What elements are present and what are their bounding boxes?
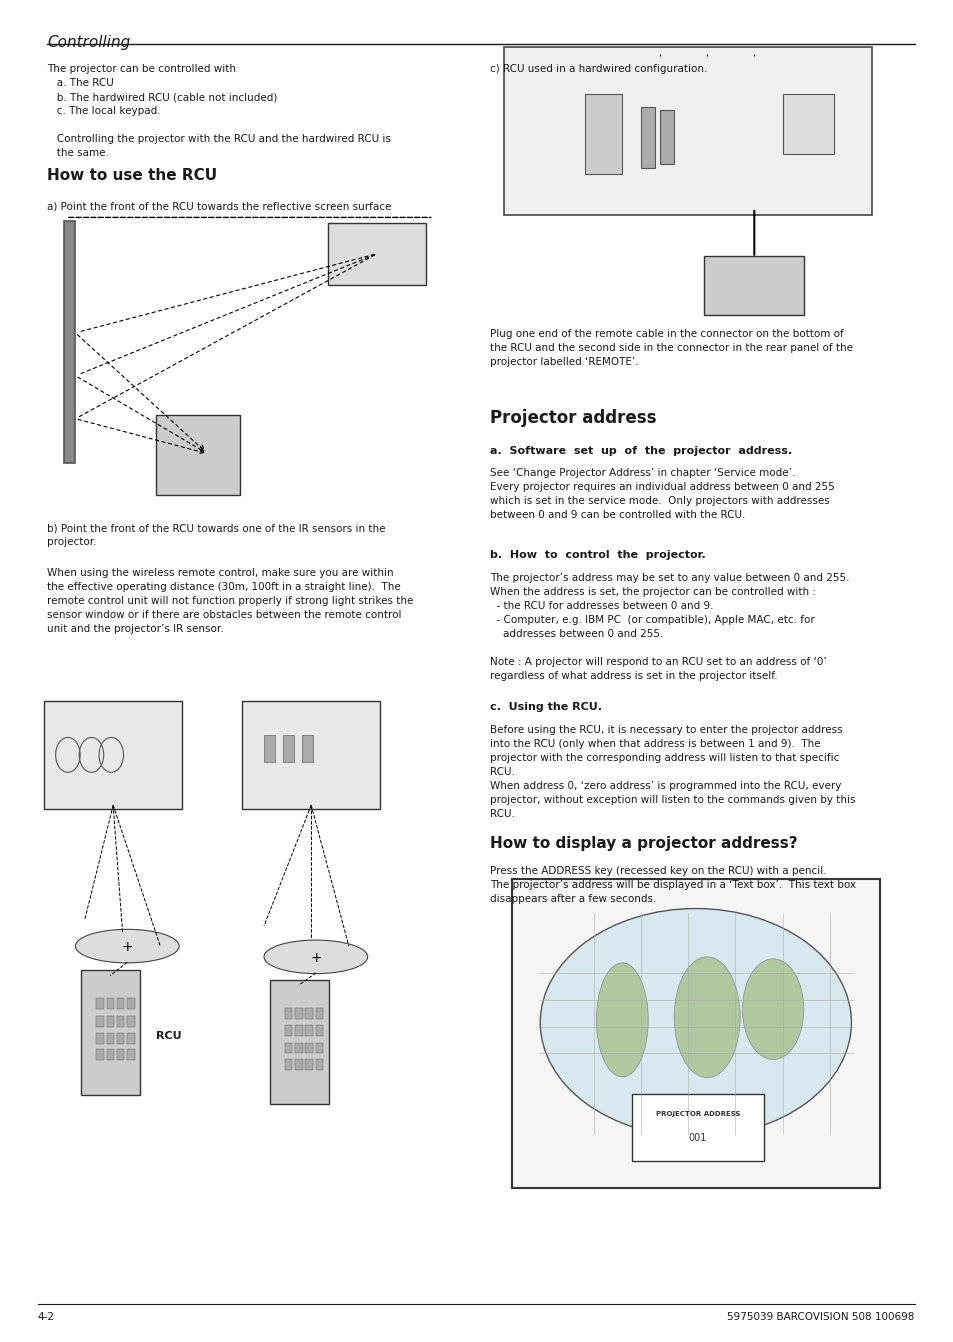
Bar <box>96 1016 104 1027</box>
Bar <box>315 1025 323 1036</box>
Bar <box>127 1033 134 1044</box>
Bar <box>315 1059 323 1070</box>
Bar <box>107 1049 114 1060</box>
Bar <box>284 1059 292 1070</box>
Text: Projector address: Projector address <box>490 409 656 427</box>
Bar <box>284 1008 292 1019</box>
Ellipse shape <box>75 929 179 964</box>
Bar <box>305 1025 313 1036</box>
Bar <box>659 110 674 164</box>
Bar <box>294 1059 302 1070</box>
Bar <box>96 1049 104 1060</box>
Ellipse shape <box>264 939 367 974</box>
Text: c) RCU used in a hardwired configuration.: c) RCU used in a hardwired configuration… <box>490 64 707 74</box>
Bar <box>294 1008 302 1019</box>
Bar <box>283 735 294 762</box>
Bar <box>315 1043 323 1053</box>
Bar <box>107 1016 114 1027</box>
FancyBboxPatch shape <box>44 701 182 809</box>
Text: Controlling: Controlling <box>47 35 131 50</box>
Bar <box>117 1016 124 1027</box>
Ellipse shape <box>596 964 647 1076</box>
FancyBboxPatch shape <box>703 256 803 315</box>
Text: When using the wireless remote control, make sure you are within
the effective o: When using the wireless remote control, … <box>47 568 413 633</box>
FancyBboxPatch shape <box>242 701 379 809</box>
Bar <box>584 94 621 174</box>
Text: PROJECTOR ADDRESS: PROJECTOR ADDRESS <box>655 1111 740 1117</box>
Text: a) Point the front of the RCU towards the reflective screen surface: a) Point the front of the RCU towards th… <box>47 201 391 211</box>
Bar <box>631 1094 763 1161</box>
Bar <box>301 735 313 762</box>
Text: 001: 001 <box>688 1133 706 1143</box>
Bar <box>117 998 124 1009</box>
Bar <box>305 1008 313 1019</box>
Text: How to use the RCU: How to use the RCU <box>47 168 217 183</box>
Bar <box>305 1043 313 1053</box>
Bar <box>305 1059 313 1070</box>
Bar <box>127 1049 134 1060</box>
Text: How to display a projector address?: How to display a projector address? <box>490 836 797 851</box>
FancyBboxPatch shape <box>512 879 879 1188</box>
Bar <box>117 1049 124 1060</box>
Text: +: + <box>121 941 133 954</box>
Bar <box>107 1033 114 1044</box>
Bar <box>47 208 434 503</box>
Bar <box>640 107 655 168</box>
Ellipse shape <box>741 958 803 1060</box>
Text: b) Point the front of the RCU towards one of the IR sensors in the
projector.: b) Point the front of the RCU towards on… <box>47 523 385 548</box>
Text: a.  Software  set  up  of  the  projector  address.: a. Software set up of the projector addr… <box>490 446 792 455</box>
Bar <box>64 221 75 463</box>
Text: RCU: RCU <box>155 1031 181 1041</box>
Text: 4-2: 4-2 <box>38 1312 54 1322</box>
FancyBboxPatch shape <box>328 223 426 285</box>
Bar <box>264 735 275 762</box>
Bar <box>284 1043 292 1053</box>
Bar <box>127 1016 134 1027</box>
Text: 5975039 BARCOVISION 508 100698: 5975039 BARCOVISION 508 100698 <box>726 1312 914 1322</box>
Bar <box>127 998 134 1009</box>
Text: Press the ADDRESS key (recessed key on the RCU) with a pencil.
The projector’s a: Press the ADDRESS key (recessed key on t… <box>490 866 856 903</box>
Text: The projector can be controlled with
   a. The RCU
   b. The hardwired RCU (cabl: The projector can be controlled with a. … <box>47 64 391 158</box>
Text: c.  Using the RCU.: c. Using the RCU. <box>490 702 601 711</box>
Text: Plug one end of the remote cable in the connector on the bottom of
the RCU and t: Plug one end of the remote cable in the … <box>490 329 852 366</box>
Ellipse shape <box>674 957 740 1078</box>
Text: See ‘Change Projector Address’ in chapter ‘Service mode’.
Every projector requir: See ‘Change Projector Address’ in chapte… <box>490 468 834 521</box>
Text: +: + <box>310 951 321 965</box>
Text: The projector’s address may be set to any value between 0 and 255.
When the addr: The projector’s address may be set to an… <box>490 573 849 680</box>
Bar <box>284 1025 292 1036</box>
Ellipse shape <box>539 909 850 1137</box>
Bar <box>107 998 114 1009</box>
Bar <box>315 1008 323 1019</box>
Bar <box>294 1025 302 1036</box>
Bar <box>96 998 104 1009</box>
Text: b.  How  to  control  the  projector.: b. How to control the projector. <box>490 550 705 560</box>
Bar <box>781 94 834 154</box>
Bar <box>294 1043 302 1053</box>
FancyBboxPatch shape <box>155 415 240 495</box>
Bar <box>96 1033 104 1044</box>
Text: Before using the RCU, it is necessary to enter the projector address
into the RC: Before using the RCU, it is necessary to… <box>490 725 855 819</box>
FancyBboxPatch shape <box>270 980 329 1104</box>
FancyBboxPatch shape <box>81 970 140 1095</box>
Bar <box>117 1033 124 1044</box>
FancyBboxPatch shape <box>504 47 871 215</box>
